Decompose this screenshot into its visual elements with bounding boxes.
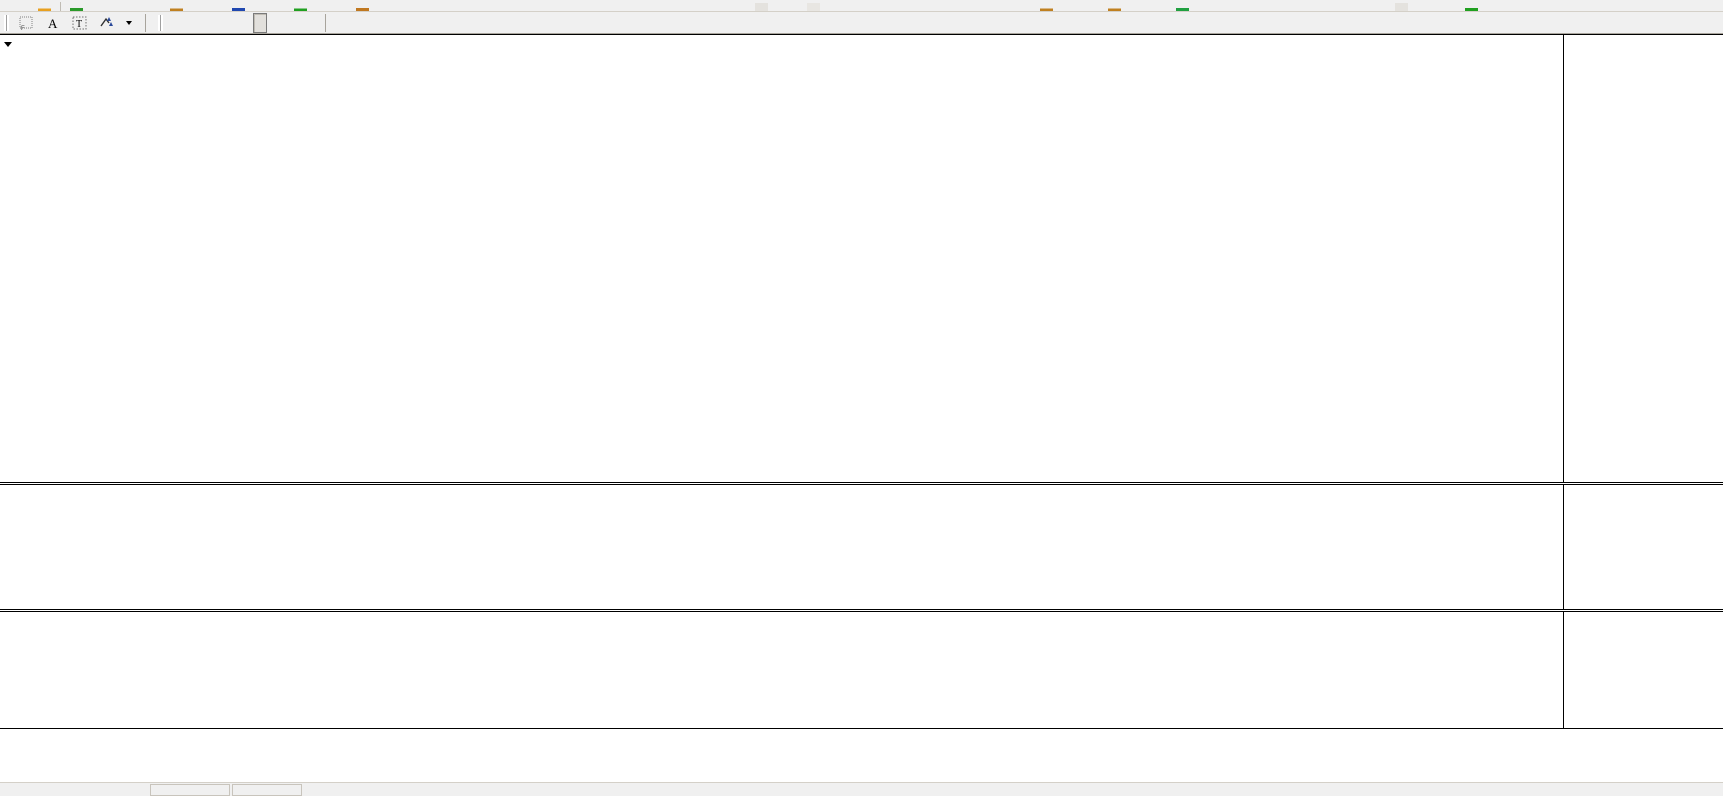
chart-area[interactable] bbox=[0, 34, 1723, 796]
toolbar-separator bbox=[60, 2, 61, 11]
autoscroll-icon[interactable] bbox=[1395, 3, 1408, 11]
text-tool-icon[interactable]: A bbox=[43, 13, 65, 33]
timeframe-grip[interactable] bbox=[158, 15, 164, 31]
bar-chart-icon[interactable] bbox=[170, 3, 183, 11]
price-axis-line bbox=[1563, 35, 1564, 482]
toolbar-objects: F A T bbox=[0, 12, 1723, 34]
time-axis[interactable] bbox=[0, 730, 1563, 752]
zoom-out-icon[interactable] bbox=[755, 3, 768, 11]
grid-toggle-icon[interactable] bbox=[807, 3, 820, 11]
timeframe-h4[interactable] bbox=[252, 13, 267, 33]
macd-plot[interactable] bbox=[0, 485, 1563, 609]
fibonacci-icon[interactable] bbox=[1108, 3, 1121, 11]
price-plot[interactable] bbox=[0, 35, 1563, 482]
cursor-icon[interactable] bbox=[38, 3, 51, 11]
rsi-plot[interactable] bbox=[0, 612, 1563, 728]
toolbar-separator bbox=[324, 14, 326, 32]
timeframe-d1[interactable] bbox=[271, 13, 283, 33]
timeframe-m1[interactable] bbox=[171, 13, 183, 33]
crosshair-icon[interactable]: F bbox=[16, 13, 38, 33]
candle-chart-icon[interactable] bbox=[232, 3, 245, 11]
shift-chart-icon[interactable] bbox=[1465, 3, 1478, 11]
drawing-objects-icon[interactable] bbox=[96, 13, 118, 33]
svg-text:A: A bbox=[48, 16, 58, 31]
toolbar-separator bbox=[144, 14, 146, 32]
svg-text:F: F bbox=[21, 26, 25, 32]
status-cell-1 bbox=[150, 784, 230, 796]
trendline-icon[interactable] bbox=[1040, 3, 1053, 11]
symbol-header bbox=[4, 38, 15, 50]
timeframe-mn[interactable] bbox=[304, 13, 316, 33]
rsi-axis-line bbox=[1563, 612, 1564, 728]
timeframe-w1[interactable] bbox=[288, 13, 300, 33]
collapse-triangle-icon[interactable] bbox=[4, 41, 12, 47]
line-chart-icon[interactable] bbox=[294, 3, 307, 11]
rsi-pane[interactable] bbox=[0, 611, 1723, 729]
status-bar bbox=[0, 782, 1723, 796]
toolbar-grip[interactable] bbox=[4, 15, 9, 31]
macd-axis-line bbox=[1563, 485, 1564, 609]
label-tool-icon[interactable]: T bbox=[69, 13, 91, 33]
toolbar-overflow-row bbox=[0, 0, 1723, 12]
chevron-down-icon[interactable] bbox=[122, 13, 136, 33]
macd-pane[interactable] bbox=[0, 484, 1723, 610]
price-pane[interactable] bbox=[0, 34, 1723, 483]
zoom-in-icon[interactable] bbox=[356, 3, 369, 11]
new-chart-icon[interactable] bbox=[70, 3, 83, 11]
timeframe-m5[interactable] bbox=[187, 13, 199, 33]
indicator-icon[interactable] bbox=[1176, 3, 1189, 11]
timeframe-h1[interactable] bbox=[236, 13, 248, 33]
svg-text:T: T bbox=[76, 19, 82, 30]
timeframe-m30[interactable] bbox=[220, 13, 232, 33]
timeframe-m15[interactable] bbox=[204, 13, 216, 33]
status-cell-2 bbox=[232, 784, 302, 796]
